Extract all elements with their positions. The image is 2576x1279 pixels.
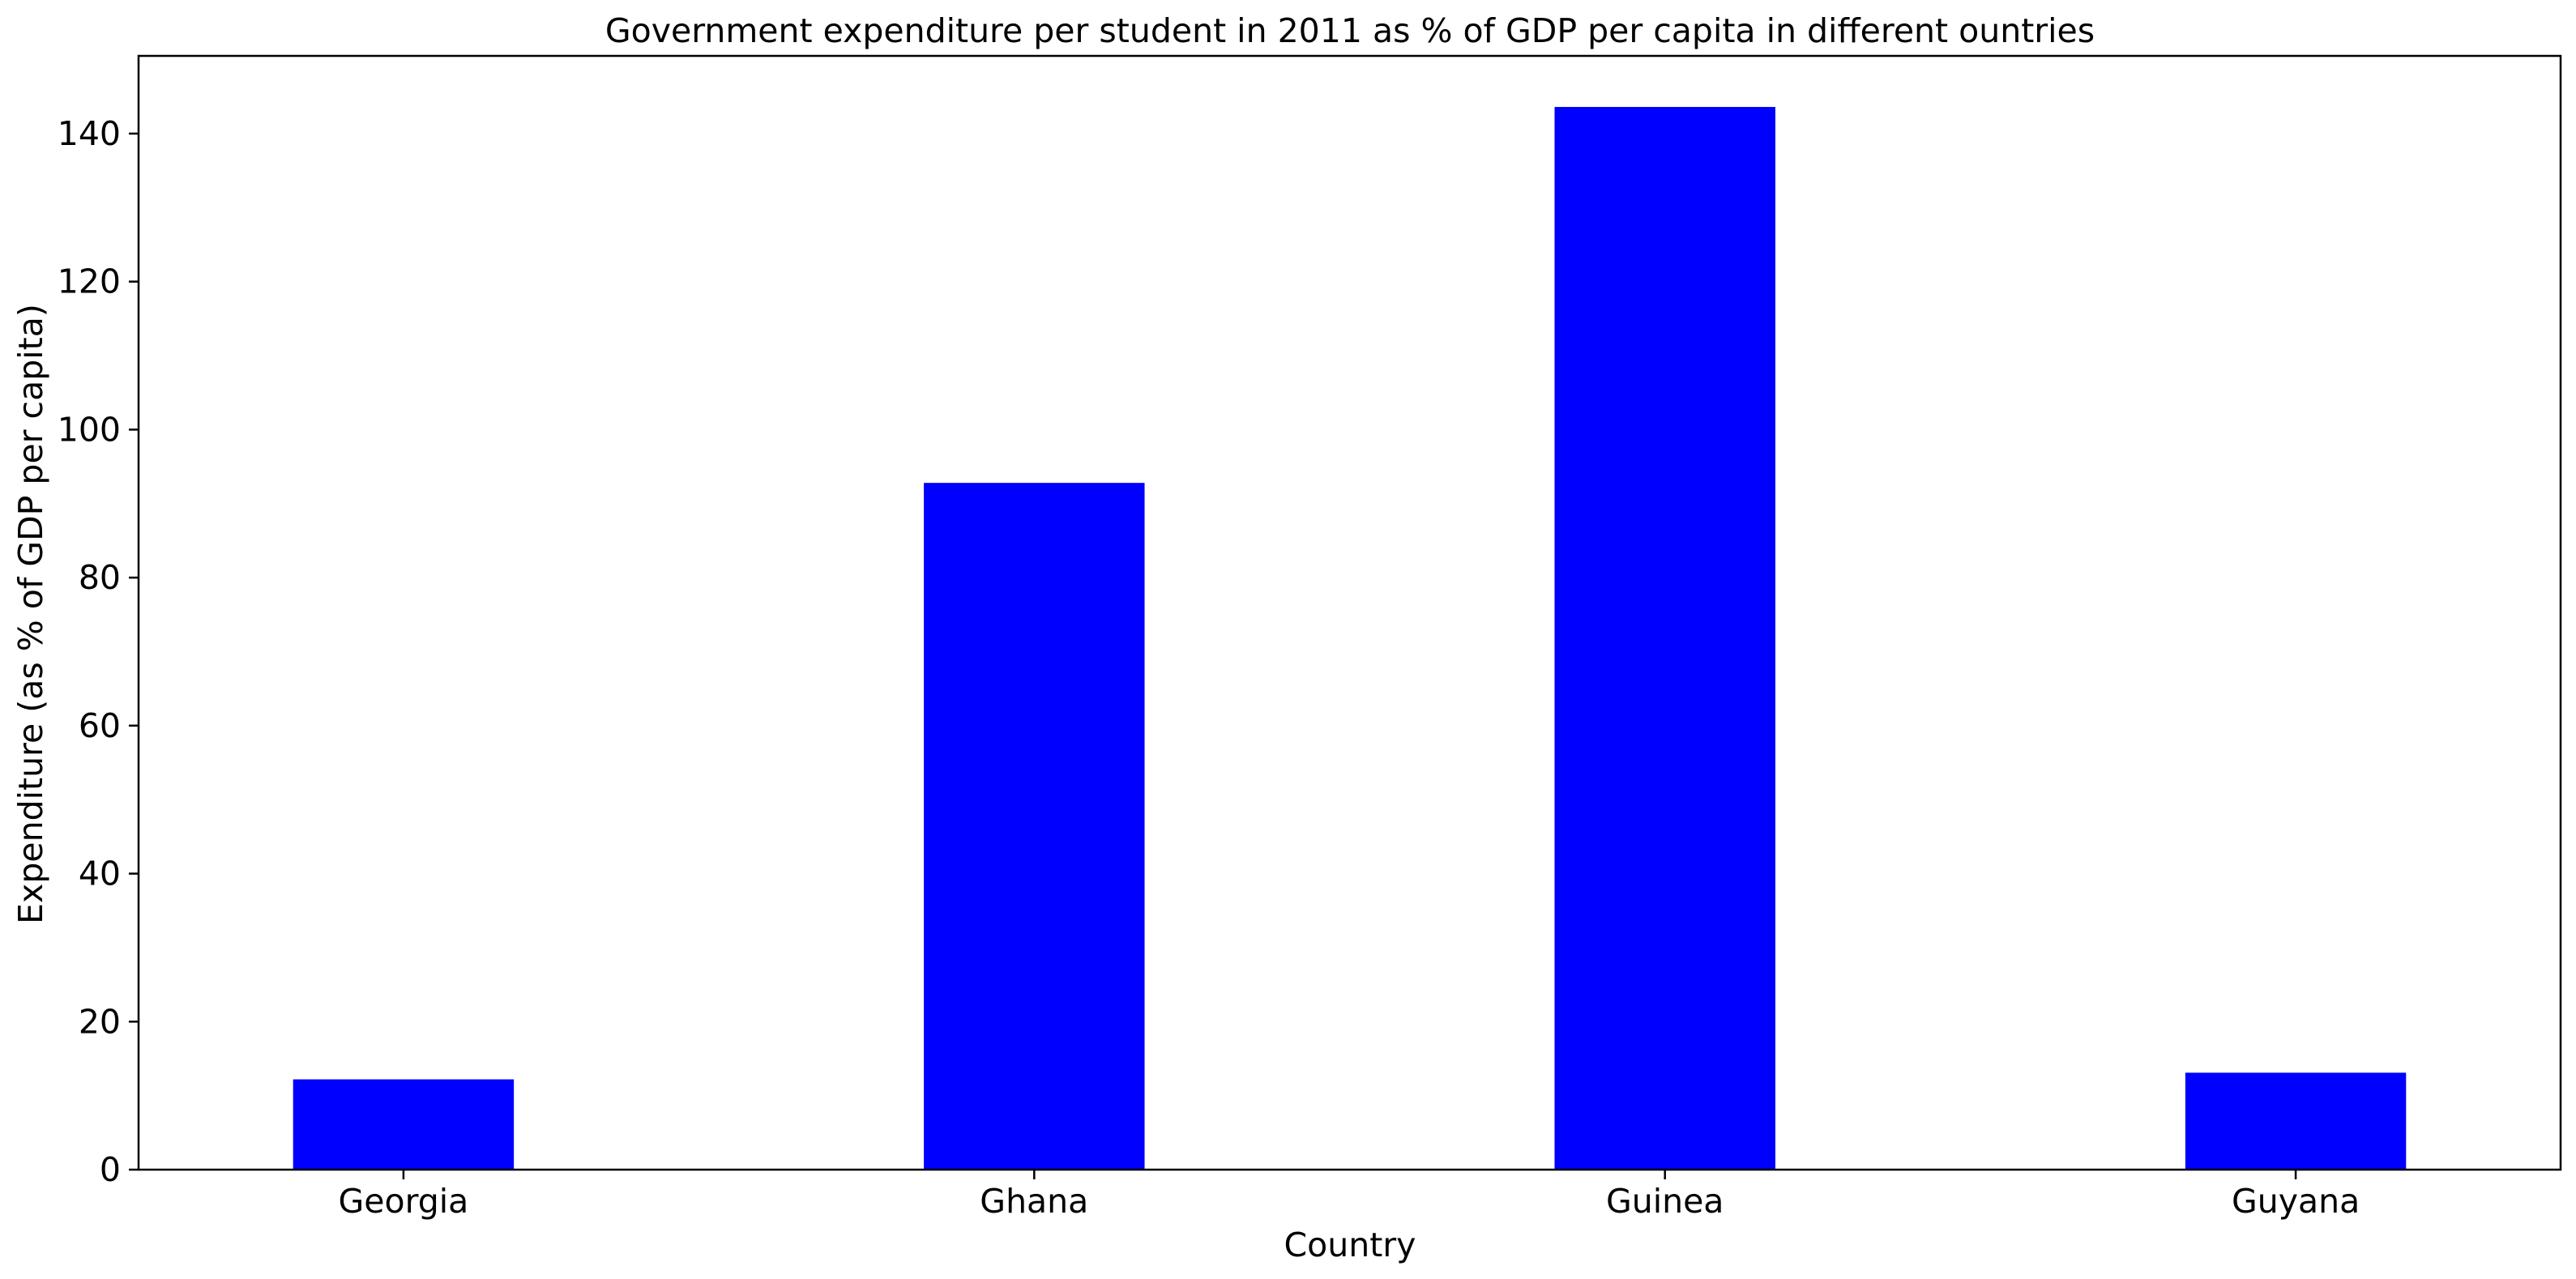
x-tick-label-guinea: Guinea xyxy=(1606,1182,1724,1221)
bar-ghana xyxy=(924,483,1145,1170)
bar-georgia xyxy=(293,1079,515,1170)
chart-title: Government expenditure per student in 20… xyxy=(605,11,2095,50)
x-axis-label: Country xyxy=(1284,1226,1416,1264)
y-tick-label: 0 xyxy=(100,1150,121,1189)
plot-frame xyxy=(137,54,2562,1171)
bar-guyana xyxy=(2185,1072,2407,1170)
x-tick-label-guyana: Guyana xyxy=(2232,1182,2360,1221)
bar-guinea xyxy=(1554,107,1775,1170)
y-tick-label: 100 xyxy=(58,410,121,449)
x-tick-label-ghana: Ghana xyxy=(980,1182,1088,1221)
y-axis-label: Expenditure (as % of GDP per capita) xyxy=(11,304,50,924)
x-axis-ticks: Georgia Ghana Guinea Guyana xyxy=(339,1170,2360,1221)
y-tick-label: 20 xyxy=(79,1002,121,1041)
y-axis-ticks: 0 20 40 60 80 100 120 140 xyxy=(58,114,139,1189)
bars-group xyxy=(293,107,2407,1170)
y-tick-label: 60 xyxy=(79,706,121,745)
y-tick-label: 120 xyxy=(58,262,121,301)
x-tick-label-georgia: Georgia xyxy=(339,1182,469,1221)
y-tick-label: 140 xyxy=(58,114,121,153)
y-tick-label: 40 xyxy=(79,855,121,893)
y-tick-label: 80 xyxy=(79,558,121,597)
